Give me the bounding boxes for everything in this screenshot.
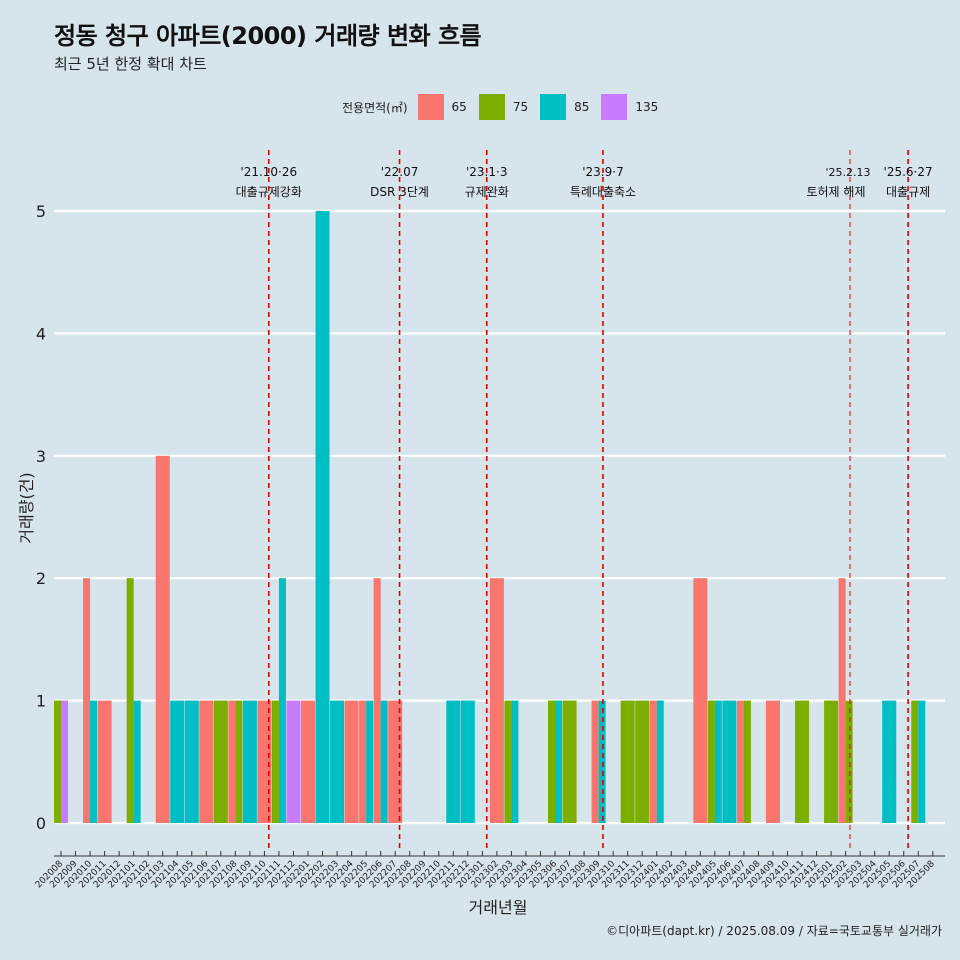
chart-title: 정동 청구 아파트(2000) 거래량 변화 흐름	[54, 22, 482, 50]
legend-item-65: 65	[417, 94, 467, 120]
legend-title: 전용면적(㎡)	[342, 100, 408, 115]
bar-202309-65	[591, 700, 599, 823]
bar-202306-75	[548, 700, 556, 823]
annotation-label: 토허제 해제	[806, 185, 865, 199]
bar-202302-65	[489, 578, 504, 823]
bar-202401-85	[656, 700, 664, 823]
y-axis-label: 거래량(건)	[17, 472, 36, 543]
bars	[54, 211, 926, 823]
legend-label-65: 65	[451, 100, 467, 114]
annotation-date: '25.6·27	[884, 165, 933, 179]
bar-202404-65	[693, 578, 708, 823]
legend-label-85: 85	[574, 100, 590, 114]
bar-202110-65	[257, 700, 272, 823]
legend-swatch-75	[478, 94, 505, 120]
bar-202505-85	[882, 700, 897, 823]
x-axis-label: 거래년월	[469, 898, 528, 917]
bar-202108-75	[235, 700, 243, 823]
bar-202205-65	[359, 700, 367, 823]
y-tick-label: 2	[36, 569, 46, 588]
bar-202201-65	[301, 700, 316, 823]
bar-202010-85	[90, 700, 98, 823]
bar-202104-85	[170, 700, 185, 823]
y-tick-label: 3	[36, 447, 46, 466]
legend-swatch-65	[417, 94, 444, 120]
bar-202203-85	[330, 700, 345, 823]
bar-202307-75	[562, 700, 577, 823]
annotations: '21.10·26 대출규제강화 '22.07 DSR 3단계 '23.1·3 규제완화 '…	[236, 150, 933, 852]
bar-202311-75	[620, 700, 635, 823]
bar-202202-85	[315, 211, 330, 823]
bar-202107-75	[213, 700, 228, 823]
bar-202111-85	[278, 578, 286, 823]
bar-202502-65	[838, 578, 846, 823]
bar-202501-75	[824, 700, 839, 823]
legend-label-75: 75	[512, 100, 529, 114]
legend-swatch-85	[540, 94, 567, 120]
bar-202010-65	[83, 578, 91, 823]
bar-202409-65	[765, 700, 780, 823]
bar-202407-65	[736, 700, 744, 823]
bar-202303-85	[511, 700, 519, 823]
legend-label-135: 135	[635, 100, 659, 114]
bar-202309-85	[598, 700, 606, 823]
bar-202105-85	[184, 700, 199, 823]
bar-202411-75	[795, 700, 810, 823]
legend-item-85: 85	[540, 94, 589, 120]
y-tick-label: 5	[36, 202, 46, 221]
legend-swatch-135	[601, 94, 628, 120]
bar-202312-75	[635, 700, 650, 823]
y-axis: 0 1 2 3 4 5	[36, 202, 46, 833]
annotation-date: '25.2.13	[825, 166, 870, 179]
annotation-date: '22.07	[381, 165, 419, 179]
bar-202303-75	[504, 700, 512, 823]
y-tick-label: 4	[36, 324, 46, 343]
bar-202502-75	[845, 700, 853, 823]
bar-202111-75	[271, 700, 279, 823]
annotation-label: 특례대출축소	[570, 185, 636, 199]
bar-202101-75	[126, 578, 134, 823]
bar-202112-135	[286, 700, 301, 823]
y-tick-label: 1	[36, 692, 46, 711]
source-caption: ©디아파트(dapt.kr) / 2025.08.09 / 자료=국토교통부 실…	[606, 924, 942, 938]
legend-item-75: 75	[478, 94, 529, 120]
bar-202204-65	[344, 700, 359, 823]
bar-202206-65	[373, 578, 381, 823]
bar-202407-75	[743, 700, 751, 823]
bar-202011-65	[97, 700, 112, 823]
bar-202212-85	[460, 700, 475, 823]
bar-202406-85	[722, 700, 737, 823]
annotation-label: DSR 3단계	[370, 185, 429, 199]
y-tick-label: 0	[36, 814, 46, 833]
annotation-label: 대출규제	[886, 185, 930, 199]
bar-202008-135	[61, 700, 68, 823]
annotation-date: '23.9·7	[582, 165, 623, 179]
bar-202206-85	[380, 700, 388, 823]
bar-202507-75	[911, 700, 919, 823]
bar-202207-65	[388, 700, 403, 823]
chart-subtitle: 최근 5년 한정 확대 차트	[54, 55, 207, 73]
bar-202306-85	[555, 700, 563, 823]
annotation-label: 규제완화	[465, 185, 509, 199]
bar-202405-85	[714, 700, 722, 823]
x-axis: 2020082020092020102020112020122021012021…	[34, 851, 945, 890]
legend-item-135: 135	[601, 94, 658, 120]
bar-202109-85	[242, 700, 257, 823]
legend: 전용면적(㎡) 65 75 85 135	[342, 92, 670, 122]
annotation-date: '21.10·26	[240, 165, 297, 179]
bar-202008-75	[54, 700, 61, 823]
annotation-label: 대출규제강화	[236, 185, 302, 199]
bar-202103-65	[155, 455, 170, 823]
bar-202507-85	[918, 700, 926, 823]
bar-202108-65	[228, 700, 236, 823]
bar-202101-85	[133, 700, 141, 823]
annotation-date: '23.1·3	[466, 165, 507, 179]
bar-202211-85	[446, 700, 461, 823]
bar-202106-65	[199, 700, 214, 823]
bar-202401-65	[649, 700, 657, 823]
bar-202405-75	[707, 700, 715, 823]
bar-202205-85	[366, 700, 374, 823]
